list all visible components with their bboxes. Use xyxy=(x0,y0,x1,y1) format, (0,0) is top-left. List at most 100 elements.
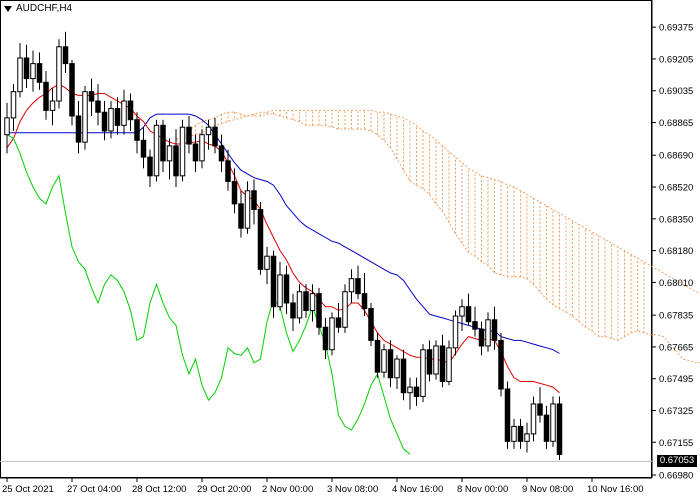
candle-body xyxy=(212,126,218,147)
candle-body xyxy=(407,386,413,394)
ichimoku-cloud xyxy=(175,109,700,364)
y-tick-label: 0.67835 xyxy=(659,311,693,322)
candle-body xyxy=(459,306,465,317)
candle-body xyxy=(296,291,303,319)
x-tick-label: 4 Nov 16:00 xyxy=(392,484,443,495)
candle-body xyxy=(153,124,160,177)
candle-body xyxy=(511,425,517,442)
candle-body xyxy=(43,81,49,111)
candle-body xyxy=(374,339,381,373)
candle-body xyxy=(491,319,498,341)
candle-body xyxy=(270,255,277,308)
candle-body xyxy=(394,358,400,379)
x-tick-label: 3 Nov 08:00 xyxy=(327,484,378,495)
candle-body xyxy=(173,145,179,177)
y-tick-label: 0.68520 xyxy=(659,183,693,194)
candle-body xyxy=(316,293,322,328)
triangle-down-icon[interactable] xyxy=(4,5,12,12)
kijun-path xyxy=(7,113,560,354)
x-tick-label: 29 Oct 20:00 xyxy=(197,484,251,495)
candle-body xyxy=(231,180,238,205)
candle-body xyxy=(478,328,485,347)
x-axis-labels: 25 Oct 2021 27 Oct 04:00 28 Oct 12:00 29 Oc… xyxy=(2,478,644,495)
candle-body xyxy=(114,107,121,126)
candle-body xyxy=(465,306,472,323)
candle-body xyxy=(62,46,69,65)
candle-body xyxy=(433,345,439,375)
y-tick-label: 0.68010 xyxy=(659,278,693,289)
candle-body xyxy=(49,100,56,111)
candle-body xyxy=(95,100,101,113)
candle-body xyxy=(134,119,140,141)
candle-body xyxy=(199,134,205,162)
candle-body xyxy=(283,274,290,304)
candle-body xyxy=(387,349,394,379)
candle-body xyxy=(179,126,186,177)
candle-body xyxy=(446,347,452,383)
candle-body xyxy=(192,143,199,162)
symbol-text: AUDCHF,H4 xyxy=(16,3,73,14)
symbol-label[interactable]: AUDCHF,H4 xyxy=(4,3,72,14)
candle-body xyxy=(264,255,270,270)
y-tick-label: 0.69375 xyxy=(659,23,693,34)
y-tick-label: 0.67325 xyxy=(659,406,693,417)
candle-body xyxy=(530,403,537,435)
candle-body xyxy=(524,433,530,442)
candle-body xyxy=(368,308,374,341)
y-tick-label: 0.66980 xyxy=(659,471,693,482)
y-tick-label: 0.67155 xyxy=(659,438,693,449)
candle-body xyxy=(556,403,563,455)
candle-body xyxy=(108,107,114,132)
candle-body xyxy=(348,278,355,293)
candle-body xyxy=(439,345,446,383)
chikou-path xyxy=(6,134,411,455)
candle-body xyxy=(329,317,335,351)
candle-body xyxy=(147,156,153,177)
candle-body xyxy=(166,145,173,162)
y-tick-label: 0.68690 xyxy=(659,151,693,162)
candle-body xyxy=(251,190,257,210)
candle-body xyxy=(205,126,212,136)
current-price-badge: 0.67053 xyxy=(657,455,697,468)
candle-body xyxy=(290,302,296,319)
candle-body xyxy=(426,349,433,375)
candle-body xyxy=(498,339,504,390)
candle-body xyxy=(452,315,459,349)
y-tick-label: 0.69035 xyxy=(659,86,693,97)
candle-body xyxy=(303,291,309,311)
candle-body xyxy=(517,425,524,442)
candle-body xyxy=(82,91,88,143)
candle-body xyxy=(537,403,543,416)
candle-body xyxy=(121,100,127,126)
candle-body xyxy=(257,208,264,270)
kijun-sen-line xyxy=(7,113,560,354)
candle-body xyxy=(101,111,108,132)
candle-body xyxy=(472,321,478,330)
candle-body xyxy=(309,293,316,311)
y-tick-label: 0.67665 xyxy=(659,342,693,353)
candlesticks xyxy=(4,31,563,461)
x-tick-label: 8 Nov 00:00 xyxy=(457,484,508,495)
tenkan-path xyxy=(6,83,560,394)
candle-body xyxy=(342,291,348,328)
candle-body xyxy=(335,317,342,328)
candle-body xyxy=(218,145,225,162)
candle-body xyxy=(277,274,283,308)
candle-body xyxy=(413,386,420,397)
senkou-span-b xyxy=(176,109,700,295)
y-axis-labels: 0.69375 0.69205 0.69035 0.68865 0.68690 0.685… xyxy=(652,23,693,482)
candle-body xyxy=(17,57,23,93)
candle-body xyxy=(543,414,550,442)
candle-body xyxy=(361,293,368,310)
x-tick-label: 10 Nov 16:00 xyxy=(587,484,644,495)
candle-body xyxy=(36,63,43,83)
x-tick-label: 9 Nov 08:00 xyxy=(522,484,573,495)
candle-body xyxy=(127,100,134,121)
candle-body xyxy=(400,358,407,394)
candle-body xyxy=(30,63,36,80)
candle-body xyxy=(186,126,192,145)
candle-body xyxy=(504,388,511,442)
candle-body xyxy=(69,63,75,117)
candle-body xyxy=(420,349,426,397)
